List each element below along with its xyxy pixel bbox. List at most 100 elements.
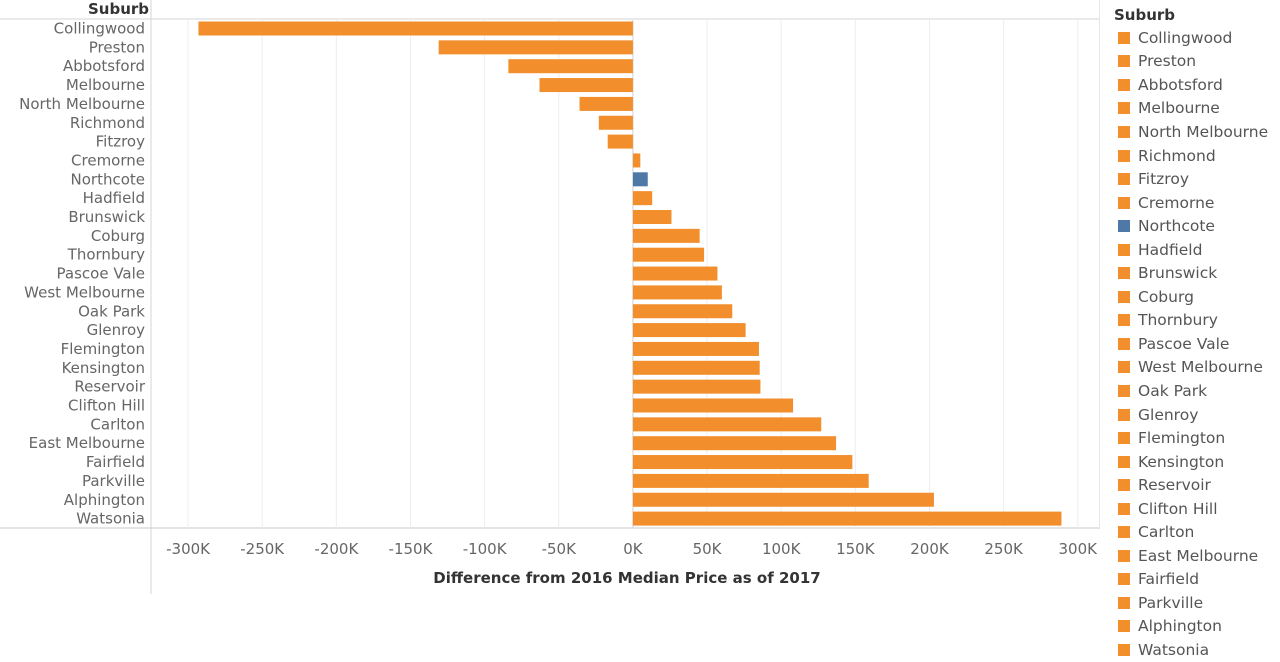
bar-chart: Suburb CollingwoodPrestonAbbotsfordMelbo… <box>0 0 1100 594</box>
x-tick-label: 200K <box>910 540 950 558</box>
legend-item[interactable]: Alphington <box>1114 615 1280 639</box>
legend-label: Fairfield <box>1138 570 1200 589</box>
legend-item[interactable]: East Melbourne <box>1114 544 1280 568</box>
legend-item[interactable]: Thornbury <box>1114 309 1280 333</box>
legend-item[interactable]: Pascoe Vale <box>1114 332 1280 356</box>
legend-swatch <box>1118 549 1130 562</box>
bar <box>632 210 672 224</box>
legend-label: Watsonia <box>1138 640 1210 659</box>
x-tick-label: 150K <box>836 540 876 558</box>
legend-swatch <box>1118 643 1130 656</box>
row-label: Brunswick <box>68 208 145 226</box>
bar <box>508 59 633 74</box>
legend-swatch <box>1118 384 1130 397</box>
legend-swatch <box>1118 432 1130 445</box>
legend-item[interactable]: Watsonia <box>1114 638 1280 662</box>
legend-item[interactable]: Fitzroy <box>1114 167 1280 191</box>
legend-item[interactable]: Melbourne <box>1114 97 1280 121</box>
row-label: Carlton <box>90 415 145 433</box>
row-label: Alphington <box>64 491 145 509</box>
legend-label: Brunswick <box>1138 264 1218 283</box>
legend-item[interactable]: Richmond <box>1114 144 1280 168</box>
legend-label: Preston <box>1138 52 1197 71</box>
legend-swatch <box>1118 526 1130 539</box>
bar <box>632 436 837 451</box>
bar <box>632 323 746 338</box>
x-tick-label: -200K <box>314 540 359 558</box>
legend-label: Glenroy <box>1138 405 1199 424</box>
legend-item[interactable]: Brunswick <box>1114 261 1280 285</box>
x-tick-label: 50K <box>693 540 723 558</box>
legend-label: Parkville <box>1138 593 1204 612</box>
x-tick-label: -50K <box>542 540 577 558</box>
bar <box>198 21 633 36</box>
row-label: Thornbury <box>67 246 145 264</box>
legend-item[interactable]: Collingwood <box>1114 26 1280 50</box>
legend-label: Richmond <box>1138 146 1216 165</box>
legend-item[interactable]: Abbotsford <box>1114 73 1280 97</box>
row-label: Hadfield <box>83 189 145 207</box>
legend-item[interactable]: Carlton <box>1114 520 1280 544</box>
legend-title: Suburb <box>1114 6 1176 24</box>
legend-label: Clifton Hill <box>1138 499 1218 518</box>
legend-item[interactable]: Clifton Hill <box>1114 497 1280 521</box>
bar <box>579 96 633 111</box>
x-tick-label: 300K <box>1059 540 1099 558</box>
legend-label: Northcote <box>1138 217 1215 236</box>
bar <box>539 78 633 93</box>
legend-swatch <box>1118 243 1130 256</box>
row-label: Fitzroy <box>96 133 145 151</box>
row-label: Melbourne <box>66 76 145 94</box>
row-label: Abbotsford <box>63 57 145 75</box>
row-label: Parkville <box>82 472 145 490</box>
x-tick-label: -100K <box>463 540 508 558</box>
legend-swatch <box>1118 196 1130 209</box>
legend-label: Reservoir <box>1138 476 1211 495</box>
bar <box>632 153 641 168</box>
legend-label: Oak Park <box>1138 381 1208 400</box>
row-label: Coburg <box>91 227 145 245</box>
legend-swatch <box>1118 455 1130 468</box>
legend-item[interactable]: Fairfield <box>1114 568 1280 592</box>
row-label: Pascoe Vale <box>57 265 145 283</box>
row-label: Richmond <box>70 114 145 132</box>
row-labels: CollingwoodPrestonAbbotsfordMelbourneNor… <box>19 20 146 528</box>
row-label: Watsonia <box>76 510 145 528</box>
legend-swatch <box>1118 78 1130 91</box>
legend-item[interactable]: Flemington <box>1114 426 1280 450</box>
legend-swatch <box>1118 361 1130 374</box>
bars <box>198 21 1062 526</box>
legend-label: Collingwood <box>1138 28 1233 47</box>
x-tick-label: 0K <box>623 540 644 558</box>
legend-item[interactable]: Glenroy <box>1114 403 1280 427</box>
legend-item[interactable]: Preston <box>1114 50 1280 74</box>
legend-swatch <box>1118 408 1130 421</box>
row-label: Clifton Hill <box>68 397 145 415</box>
row-label: Reservoir <box>74 378 145 396</box>
bar <box>632 417 822 432</box>
legend-swatch <box>1118 267 1130 280</box>
bar <box>632 228 700 243</box>
legend-swatch <box>1118 290 1130 303</box>
bar <box>632 511 1062 526</box>
row-label: Fairfield <box>86 453 145 471</box>
legend-item[interactable]: Cremorne <box>1114 191 1280 215</box>
legend-item[interactable]: Coburg <box>1114 285 1280 309</box>
bar <box>598 115 633 130</box>
legend-label: West Melbourne <box>1138 358 1263 377</box>
legend-item[interactable]: Hadfield <box>1114 238 1280 262</box>
legend-item[interactable]: Reservoir <box>1114 473 1280 497</box>
legend-item[interactable]: Oak Park <box>1114 379 1280 403</box>
legend-item[interactable]: Kensington <box>1114 450 1280 474</box>
legend-label: East Melbourne <box>1138 546 1259 565</box>
bar <box>632 398 794 413</box>
legend-item[interactable]: Parkville <box>1114 591 1280 615</box>
legend-item[interactable]: West Melbourne <box>1114 356 1280 380</box>
legend-item[interactable]: Northcote <box>1114 214 1280 238</box>
legend-swatch <box>1118 149 1130 162</box>
legend-item[interactable]: North Melbourne <box>1114 120 1280 144</box>
legend-swatch <box>1118 502 1130 515</box>
bar <box>632 304 733 319</box>
row-label: Preston <box>89 38 145 56</box>
legend-swatch <box>1118 573 1130 586</box>
